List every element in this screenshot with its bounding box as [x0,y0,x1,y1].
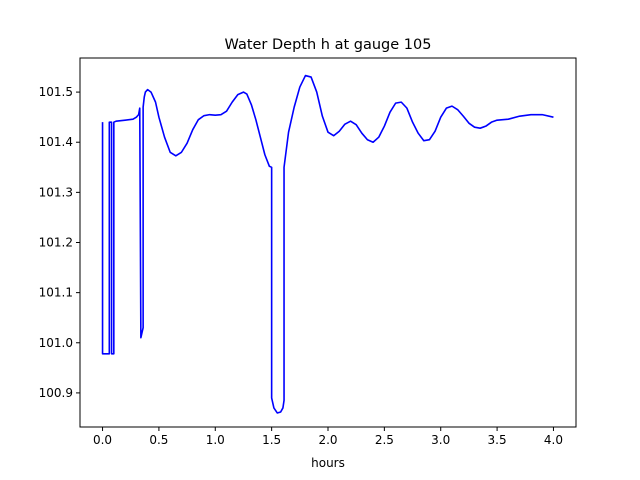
x-axis-label: hours [311,456,345,470]
x-tick-label: 3.0 [431,433,450,447]
axes-frame [79,57,577,428]
x-tick-label: 3.5 [488,433,507,447]
chart-title: Water Depth h at gauge 105 [225,37,432,53]
y-tick-label: 101.4 [39,135,73,149]
x-tick-label: 0.0 [93,433,112,447]
series-line [101,74,554,414]
y-tick-label: 100.9 [39,386,73,400]
x-tick-label: 4.0 [544,433,563,447]
plot-area: 0.0 0.5 1.0 1.5 2.0 2.5 3.0 3.5 4.0 100.9 101.0 101… [39,57,577,447]
x-tick-label: 0.5 [149,433,168,447]
x-tick-label: 1.5 [262,433,281,447]
y-tick-label: 101.1 [39,286,73,300]
x-tick-label: 1.0 [206,433,225,447]
y-tick-label: 101.5 [39,85,73,99]
y-tick-label: 101.2 [39,236,73,250]
x-tick-label: 2.0 [318,433,337,447]
y-tick-label: 101.0 [39,336,73,350]
x-tick-label: 2.5 [375,433,394,447]
y-tick-label: 101.3 [39,185,73,199]
